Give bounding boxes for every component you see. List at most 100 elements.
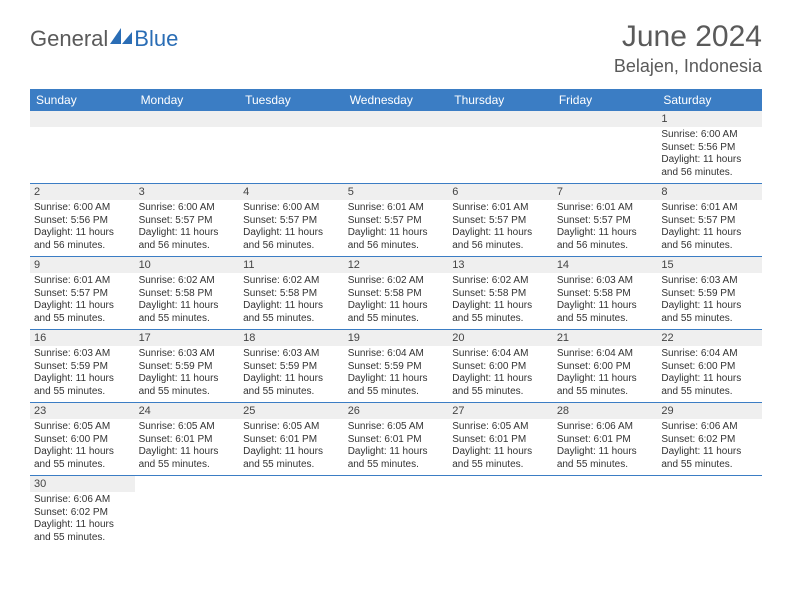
- sunset-text: Sunset: 6:02 PM: [34, 507, 131, 520]
- sunrise-text: Sunrise: 6:04 AM: [348, 348, 445, 361]
- sunset-text: Sunset: 6:01 PM: [557, 434, 654, 447]
- header: General Blue June 2024 Belajen, Indonesi…: [30, 20, 762, 77]
- day-number-cell: 25: [239, 403, 344, 420]
- sunrise-text: Sunrise: 6:05 AM: [452, 421, 549, 434]
- daylight-text: Daylight: 11 hours and 55 minutes.: [34, 519, 131, 544]
- day-detail-cell: Sunrise: 6:05 AMSunset: 6:00 PMDaylight:…: [30, 419, 135, 476]
- weekday-header-row: Sunday Monday Tuesday Wednesday Thursday…: [30, 89, 762, 111]
- day-detail-cell: Sunrise: 6:06 AMSunset: 6:02 PMDaylight:…: [657, 419, 762, 476]
- sunrise-text: Sunrise: 6:04 AM: [661, 348, 758, 361]
- day-number-row: 30: [30, 476, 762, 493]
- day-number-cell: 30: [30, 476, 135, 493]
- day-number-cell: 15: [657, 257, 762, 274]
- day-detail-row: Sunrise: 6:06 AMSunset: 6:02 PMDaylight:…: [30, 492, 762, 548]
- sunrise-text: Sunrise: 6:03 AM: [34, 348, 131, 361]
- sunrise-text: Sunrise: 6:02 AM: [348, 275, 445, 288]
- day-detail-cell: [30, 127, 135, 184]
- day-detail-cell: [135, 492, 240, 548]
- daylight-text: Daylight: 11 hours and 55 minutes.: [139, 373, 236, 398]
- day-number-cell: 13: [448, 257, 553, 274]
- day-number-cell: 1: [657, 111, 762, 127]
- sunset-text: Sunset: 5:57 PM: [243, 215, 340, 228]
- day-detail-cell: Sunrise: 6:00 AMSunset: 5:56 PMDaylight:…: [657, 127, 762, 184]
- day-detail-cell: [553, 492, 658, 548]
- day-detail-cell: Sunrise: 6:05 AMSunset: 6:01 PMDaylight:…: [135, 419, 240, 476]
- daylight-text: Daylight: 11 hours and 55 minutes.: [348, 373, 445, 398]
- sunrise-text: Sunrise: 6:03 AM: [139, 348, 236, 361]
- day-detail-cell: Sunrise: 6:00 AMSunset: 5:57 PMDaylight:…: [135, 200, 240, 257]
- daylight-text: Daylight: 11 hours and 55 minutes.: [34, 373, 131, 398]
- day-number-cell: 2: [30, 184, 135, 201]
- day-detail-row: Sunrise: 6:05 AMSunset: 6:00 PMDaylight:…: [30, 419, 762, 476]
- daylight-text: Daylight: 11 hours and 55 minutes.: [661, 300, 758, 325]
- day-number-cell: 21: [553, 330, 658, 347]
- day-detail-cell: [239, 492, 344, 548]
- sunrise-text: Sunrise: 6:05 AM: [34, 421, 131, 434]
- weekday-header: Wednesday: [344, 89, 449, 111]
- daylight-text: Daylight: 11 hours and 56 minutes.: [557, 227, 654, 252]
- day-number-cell: [344, 111, 449, 127]
- day-number-cell: 19: [344, 330, 449, 347]
- sunset-text: Sunset: 5:59 PM: [243, 361, 340, 374]
- daylight-text: Daylight: 11 hours and 55 minutes.: [139, 446, 236, 471]
- day-number-row: 16171819202122: [30, 330, 762, 347]
- daylight-text: Daylight: 11 hours and 56 minutes.: [661, 154, 758, 179]
- sunset-text: Sunset: 6:01 PM: [348, 434, 445, 447]
- day-detail-cell: Sunrise: 6:01 AMSunset: 5:57 PMDaylight:…: [553, 200, 658, 257]
- day-detail-cell: [135, 127, 240, 184]
- weekday-header: Tuesday: [239, 89, 344, 111]
- day-number-cell: 4: [239, 184, 344, 201]
- sunrise-text: Sunrise: 6:06 AM: [661, 421, 758, 434]
- sunrise-text: Sunrise: 6:01 AM: [557, 202, 654, 215]
- daylight-text: Daylight: 11 hours and 55 minutes.: [661, 373, 758, 398]
- daylight-text: Daylight: 11 hours and 55 minutes.: [348, 446, 445, 471]
- day-detail-cell: Sunrise: 6:05 AMSunset: 6:01 PMDaylight:…: [239, 419, 344, 476]
- day-detail-cell: Sunrise: 6:01 AMSunset: 5:57 PMDaylight:…: [657, 200, 762, 257]
- day-detail-cell: [448, 127, 553, 184]
- day-number-cell: 7: [553, 184, 658, 201]
- day-number-row: 2345678: [30, 184, 762, 201]
- sunset-text: Sunset: 6:00 PM: [452, 361, 549, 374]
- day-detail-cell: Sunrise: 6:04 AMSunset: 6:00 PMDaylight:…: [448, 346, 553, 403]
- weekday-header: Sunday: [30, 89, 135, 111]
- day-detail-cell: Sunrise: 6:04 AMSunset: 6:00 PMDaylight:…: [657, 346, 762, 403]
- daylight-text: Daylight: 11 hours and 55 minutes.: [34, 300, 131, 325]
- sunrise-text: Sunrise: 6:05 AM: [348, 421, 445, 434]
- day-detail-row: Sunrise: 6:00 AMSunset: 5:56 PMDaylight:…: [30, 200, 762, 257]
- day-detail-cell: Sunrise: 6:03 AMSunset: 5:59 PMDaylight:…: [657, 273, 762, 330]
- day-detail-cell: Sunrise: 6:05 AMSunset: 6:01 PMDaylight:…: [344, 419, 449, 476]
- day-number-row: 9101112131415: [30, 257, 762, 274]
- day-number-cell: 5: [344, 184, 449, 201]
- day-detail-cell: Sunrise: 6:05 AMSunset: 6:01 PMDaylight:…: [448, 419, 553, 476]
- day-number-cell: 16: [30, 330, 135, 347]
- day-number-cell: 27: [448, 403, 553, 420]
- sunrise-text: Sunrise: 6:00 AM: [661, 129, 758, 142]
- daylight-text: Daylight: 11 hours and 55 minutes.: [139, 300, 236, 325]
- day-detail-cell: [344, 492, 449, 548]
- day-number-cell: 24: [135, 403, 240, 420]
- sunset-text: Sunset: 5:58 PM: [452, 288, 549, 301]
- sunrise-text: Sunrise: 6:05 AM: [139, 421, 236, 434]
- day-detail-cell: Sunrise: 6:03 AMSunset: 5:59 PMDaylight:…: [30, 346, 135, 403]
- sunset-text: Sunset: 5:58 PM: [557, 288, 654, 301]
- day-number-cell: 18: [239, 330, 344, 347]
- day-number-cell: 17: [135, 330, 240, 347]
- day-number-cell: 11: [239, 257, 344, 274]
- sunset-text: Sunset: 5:59 PM: [661, 288, 758, 301]
- day-number-cell: 20: [448, 330, 553, 347]
- sunset-text: Sunset: 5:58 PM: [139, 288, 236, 301]
- logo-text-general: General: [30, 26, 108, 52]
- location-label: Belajen, Indonesia: [614, 56, 762, 77]
- sunset-text: Sunset: 6:01 PM: [243, 434, 340, 447]
- day-detail-cell: Sunrise: 6:02 AMSunset: 5:58 PMDaylight:…: [135, 273, 240, 330]
- daylight-text: Daylight: 11 hours and 56 minutes.: [348, 227, 445, 252]
- sunset-text: Sunset: 5:57 PM: [348, 215, 445, 228]
- day-detail-cell: [344, 127, 449, 184]
- day-detail-cell: Sunrise: 6:04 AMSunset: 6:00 PMDaylight:…: [553, 346, 658, 403]
- sunrise-text: Sunrise: 6:01 AM: [452, 202, 549, 215]
- day-detail-row: Sunrise: 6:01 AMSunset: 5:57 PMDaylight:…: [30, 273, 762, 330]
- sunset-text: Sunset: 6:00 PM: [557, 361, 654, 374]
- sunrise-text: Sunrise: 6:03 AM: [661, 275, 758, 288]
- day-number-cell: [553, 111, 658, 127]
- day-number-cell: 26: [344, 403, 449, 420]
